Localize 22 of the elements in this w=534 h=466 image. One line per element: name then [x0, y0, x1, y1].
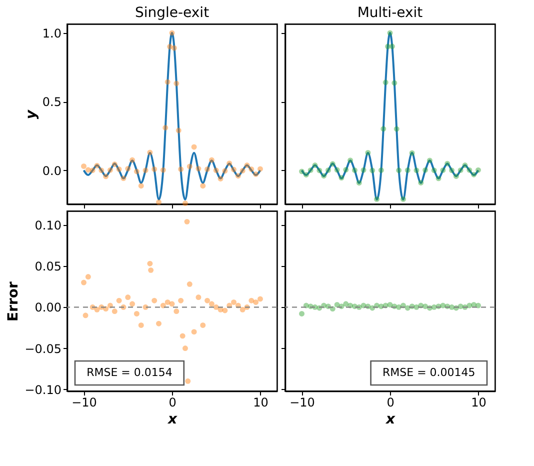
x-axis-title: x	[166, 412, 178, 428]
x-tick-label: −10	[72, 396, 97, 410]
chart-title: Multi-exit	[357, 5, 424, 21]
y-tick-label: 1.0	[42, 26, 62, 40]
y-tick-label: −0.10	[24, 382, 62, 397]
annotation: RMSE = 0.00145	[382, 366, 476, 379]
chart-title: Single-exit	[134, 5, 210, 21]
y-tick-label: −0.05	[24, 342, 62, 356]
y-tick-label: 0.05	[34, 260, 62, 274]
y-axis-title: y	[23, 109, 40, 120]
annotation: RMSE = 0.0154	[86, 366, 172, 379]
y-tick-label: 0.10	[34, 218, 62, 232]
y-tick-label: 0.5	[42, 95, 62, 110]
y-tick-label: 0.00	[34, 300, 62, 315]
x-tick-label: −10	[290, 396, 315, 410]
y-tick-label: 0.0	[42, 164, 62, 178]
x-tick-label: 0	[168, 396, 176, 410]
y-axis-title: Error	[6, 281, 22, 322]
x-tick-label: 10	[471, 396, 486, 410]
x-tick-label: 10	[253, 396, 268, 410]
x-tick-label: 0	[386, 396, 394, 410]
x-axis-title: x	[384, 412, 396, 428]
